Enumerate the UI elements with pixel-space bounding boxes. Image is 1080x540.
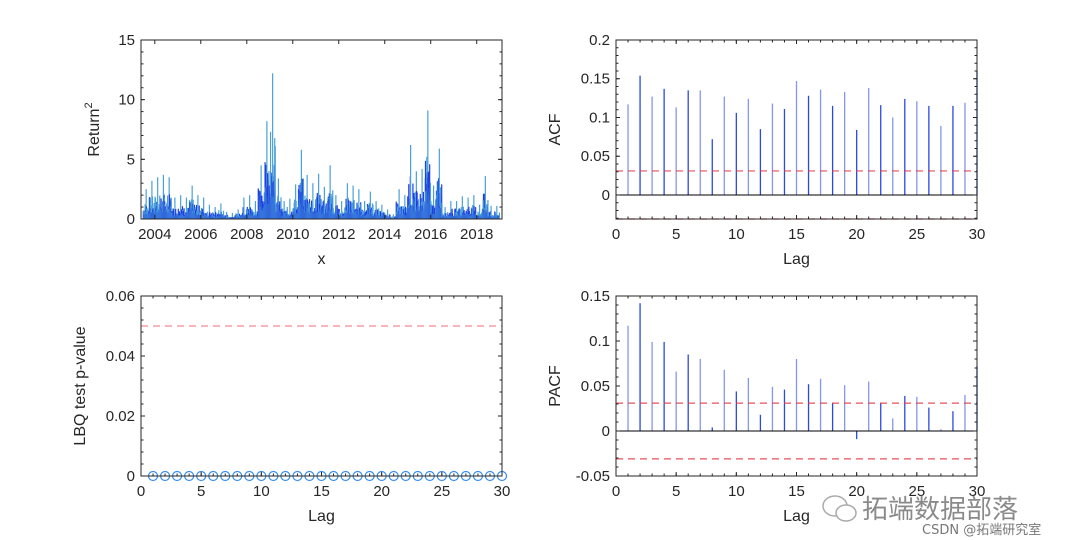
x-tick-label: 30 — [969, 226, 986, 243]
x-tick-label: 25 — [908, 226, 925, 243]
y-tick-label: -0.05 — [576, 468, 610, 485]
x-tick-label: 10 — [253, 483, 270, 500]
returns-axes: 2004 2006 2008 2010 2012 2014 2016 2018 0 5 10 15 x R… — [83, 32, 503, 268]
y-tick-label: 0.1 — [589, 109, 610, 126]
x-tick-label: 2012 — [322, 226, 355, 243]
x-tick-label: 5 — [197, 483, 205, 500]
y-axis-label: Return2 — [83, 102, 103, 156]
y-axis-label: LBQ test p-value — [72, 326, 89, 445]
x-tick-label: 30 — [494, 483, 511, 500]
x-tick-label: 15 — [788, 226, 805, 243]
x-tick-label: 2014 — [368, 226, 401, 243]
y-tick-label: 15 — [118, 32, 135, 49]
x-tick-label: 2018 — [460, 226, 493, 243]
y-tick-label: 0.06 — [106, 288, 135, 305]
acf-axes: 0 5 10 15 20 25 30 0 0.05 0.1 0.15 0.2 Lag ACF — [547, 32, 985, 268]
y-tick-label: 0 — [127, 211, 135, 228]
return-series — [142, 73, 501, 219]
watermark-sub: CSDN @拓端研究室 — [922, 523, 1042, 538]
y-tick-label: 10 — [118, 92, 135, 109]
axes-box — [140, 39, 503, 220]
watermark-main: 拓端数据部落 — [862, 495, 1019, 525]
x-tick-label: 2004 — [138, 226, 171, 243]
x-axis-label: Lag — [783, 508, 810, 525]
x-tick-label: 20 — [373, 483, 390, 500]
x-tick-label: 15 — [788, 483, 805, 500]
x-axis-label: Lag — [783, 251, 810, 268]
x-tick-label: 2016 — [414, 226, 447, 243]
y-axis-label: PACF — [547, 365, 564, 407]
y-tick-label: 0.1 — [589, 333, 610, 350]
x-tick-label: 5 — [672, 226, 680, 243]
y-tick-label: 5 — [127, 151, 135, 168]
x-tick-label: 30 — [969, 483, 986, 500]
x-tick-label: 20 — [848, 483, 865, 500]
x-tick-label: 15 — [313, 483, 330, 500]
y-tick-label: 0.15 — [581, 71, 610, 88]
y-tick-label: 0 — [602, 187, 610, 204]
y-tick-label: 0.04 — [106, 348, 135, 365]
x-tick-label: 20 — [848, 226, 865, 243]
y-tick-label: 0.2 — [589, 32, 610, 49]
y-axis-label: ACF — [547, 113, 564, 145]
x-tick-label: 25 — [433, 483, 450, 500]
x-tick-label: 10 — [728, 483, 745, 500]
lbq-axes: 0 5 10 15 20 25 30 0 0.02 0.04 0.06 Lag LBQ test p-v… — [72, 288, 510, 525]
x-tick-label: 25 — [908, 483, 925, 500]
x-tick-label: 0 — [137, 483, 145, 500]
x-tick-label: 2006 — [184, 226, 217, 243]
axes-box — [140, 295, 503, 477]
y-tick-label: 0.05 — [581, 148, 610, 165]
x-axis-label: Lag — [308, 508, 335, 525]
x-tick-label: 5 — [672, 483, 680, 500]
y-tick-label: 0.15 — [581, 288, 610, 305]
wechat-icon — [822, 495, 857, 522]
x-axis-label: x — [318, 251, 326, 268]
x-tick-label: 2010 — [276, 226, 309, 243]
x-tick-label: 0 — [612, 226, 620, 243]
y-tick-label: 0.05 — [581, 378, 610, 395]
x-tick-label: 2008 — [230, 226, 263, 243]
y-tick-label: 0 — [127, 468, 135, 485]
y-tick-label: 0.02 — [106, 408, 135, 425]
x-tick-label: 0 — [612, 483, 620, 500]
x-tick-label: 10 — [728, 226, 745, 243]
y-tick-label: 0 — [602, 423, 610, 440]
